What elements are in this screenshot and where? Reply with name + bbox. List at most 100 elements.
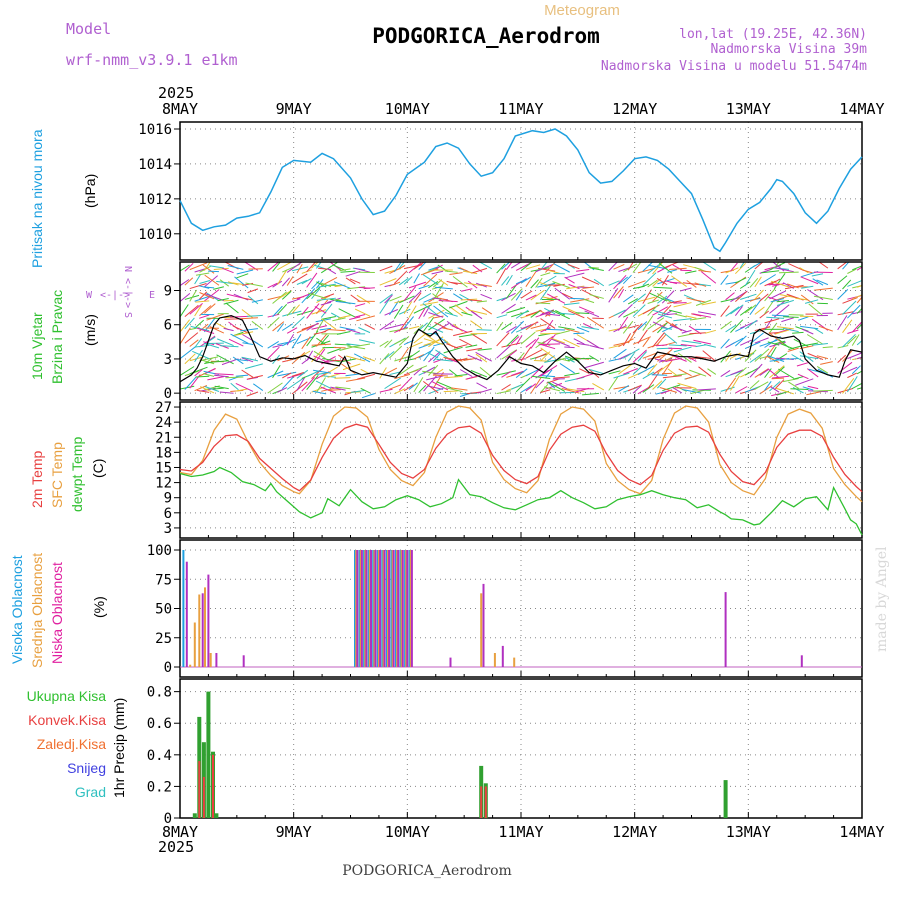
wind-vector	[252, 339, 264, 348]
wind-vector	[389, 327, 408, 333]
wind-vector	[754, 276, 762, 288]
wind-vector	[453, 330, 473, 337]
wind-vector	[337, 315, 351, 319]
wind-vector	[578, 306, 595, 314]
low-cloud-bar	[370, 550, 372, 667]
wind-vector	[520, 276, 532, 284]
wind-vector	[253, 383, 264, 391]
wind-vector	[470, 320, 483, 330]
wind-vector	[450, 387, 468, 391]
wind-vector	[438, 303, 454, 316]
wind-vector	[822, 346, 833, 349]
wind-tick-label: 9	[164, 284, 172, 300]
wind-vector	[515, 278, 527, 285]
wind-vector	[852, 265, 862, 271]
wind-vector	[565, 272, 585, 279]
wind-vector	[315, 377, 326, 394]
wind-vector	[339, 268, 351, 272]
conv-precip-bar	[480, 786, 483, 818]
wind-vector	[530, 289, 545, 301]
wind-vector	[313, 350, 327, 360]
wind-vector	[627, 262, 634, 271]
wind-vector	[564, 372, 580, 377]
wind-vector	[664, 332, 678, 344]
wind-vector	[561, 388, 580, 394]
wind-vector	[393, 304, 404, 319]
wind-vector	[769, 300, 786, 314]
wind-vector	[759, 274, 776, 285]
wind-vector	[232, 356, 244, 365]
wind-vector	[720, 338, 730, 349]
wind-vector	[301, 336, 311, 350]
wind-vector	[511, 370, 524, 376]
mid-cloud-bar	[209, 653, 212, 667]
wind-vector	[296, 336, 314, 345]
wind-vector	[230, 333, 249, 344]
wind-vector	[242, 297, 254, 301]
wind-vector	[535, 263, 554, 273]
wind-vector	[622, 274, 632, 285]
wind-vector	[379, 320, 395, 331]
wind-vector	[251, 320, 264, 330]
wind-vector	[246, 314, 263, 317]
wind-vector	[203, 373, 215, 377]
wind-vector	[476, 300, 487, 303]
wind-vector	[451, 282, 463, 285]
model-name: wrf-nmm_v3.9.1 e1km	[66, 51, 238, 69]
wind-vector	[496, 370, 516, 376]
station-title: PODGORICA_Aerodrom	[372, 24, 600, 48]
wind-vector	[444, 375, 463, 379]
wind-vector	[811, 273, 824, 277]
wind-vector	[199, 386, 215, 394]
wind-vector	[241, 357, 254, 363]
wind-vector	[327, 348, 341, 354]
wind-vector	[445, 387, 463, 393]
wind-vector	[797, 373, 809, 380]
mid-cloud-bar	[400, 550, 403, 667]
wind-vector	[345, 328, 361, 334]
wind-vector	[398, 347, 409, 363]
wind-vector	[771, 377, 785, 380]
compass-north: N	[122, 266, 133, 272]
wind-vector	[808, 303, 824, 317]
wind-vector	[530, 337, 540, 349]
wind-vector	[282, 323, 294, 331]
wind-vector	[617, 288, 625, 299]
wind-vector	[296, 376, 306, 391]
wind-vector	[180, 293, 191, 302]
total-precip-bar	[206, 691, 211, 818]
wind-vector	[511, 383, 524, 390]
lonlat-text: lon,lat (19.25E, 42.36N)	[679, 27, 867, 42]
wind-vector	[345, 277, 356, 285]
wind-vector	[842, 300, 857, 315]
wind-vector	[501, 292, 516, 302]
wind-vector	[506, 334, 519, 347]
pressure-tick-label: 1012	[138, 192, 172, 208]
wind-vector	[413, 377, 424, 393]
wind-vector	[613, 263, 625, 270]
wind-vector	[806, 334, 824, 345]
wind-vector	[856, 370, 862, 375]
precip-tick-label: 0.8	[147, 685, 172, 701]
top-axis-label: 14MAY	[839, 100, 884, 118]
wind-vector	[637, 268, 655, 274]
wind-vector	[730, 369, 744, 376]
wind-vector	[362, 356, 376, 362]
high-cloud-bar	[385, 550, 388, 667]
mid-cloud-bar	[405, 550, 408, 667]
wind-vector	[813, 327, 824, 334]
top-year-label: 2025	[158, 84, 194, 102]
wind-vector	[842, 262, 850, 270]
wind-vector	[459, 369, 473, 378]
wind-vector	[194, 338, 203, 349]
wind-vector	[296, 369, 309, 379]
wind-vector	[214, 373, 234, 376]
wind-vector	[184, 277, 194, 286]
wind-vector	[673, 302, 692, 308]
wind-vector	[431, 381, 449, 391]
wind-panel: 0 3 6 9	[164, 261, 863, 402]
wind-vector	[677, 352, 692, 363]
low-cloud-bar	[482, 583, 485, 667]
wind-vector	[467, 299, 483, 302]
wind-vector	[354, 314, 366, 318]
